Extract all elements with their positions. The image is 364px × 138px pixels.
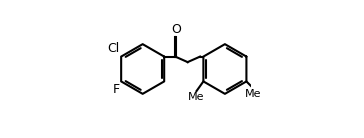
Text: Cl: Cl	[107, 42, 120, 55]
Text: Me: Me	[188, 92, 205, 102]
Text: Me: Me	[245, 89, 262, 99]
Text: O: O	[171, 23, 181, 36]
Text: F: F	[112, 83, 120, 96]
